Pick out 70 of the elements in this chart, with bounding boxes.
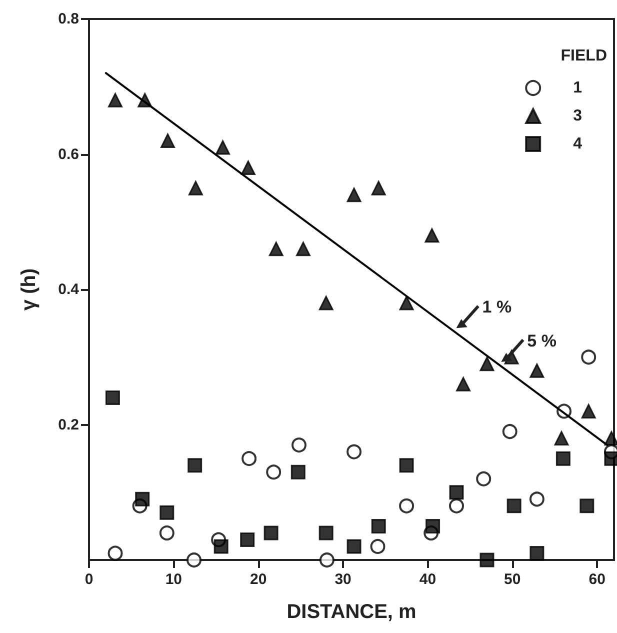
point bbox=[424, 228, 440, 243]
point bbox=[240, 532, 255, 547]
point bbox=[581, 350, 596, 365]
point bbox=[188, 458, 202, 473]
legend-label: 3 bbox=[573, 108, 582, 124]
point bbox=[502, 424, 518, 440]
point bbox=[318, 526, 334, 540]
point bbox=[346, 188, 362, 202]
point bbox=[346, 444, 362, 460]
x-axis-title: DISTANCE, m bbox=[286, 601, 416, 623]
x-tick-label: 40 bbox=[419, 571, 436, 588]
point bbox=[296, 242, 310, 256]
point bbox=[268, 242, 284, 256]
point bbox=[266, 464, 282, 480]
legend-title: FIELD bbox=[560, 48, 607, 64]
annotation: 1 % bbox=[482, 298, 512, 317]
point bbox=[399, 296, 414, 310]
y-tick-label: 0.4 bbox=[58, 281, 80, 298]
point bbox=[292, 438, 306, 453]
point bbox=[480, 356, 494, 372]
point bbox=[371, 180, 386, 196]
point bbox=[456, 376, 471, 392]
point bbox=[160, 505, 174, 520]
y-tick-label: 0.6 bbox=[58, 146, 79, 163]
point bbox=[449, 485, 464, 500]
point bbox=[188, 180, 203, 196]
point bbox=[240, 160, 256, 176]
point bbox=[370, 538, 386, 554]
point bbox=[216, 140, 230, 155]
x-tick-label: 0 bbox=[84, 571, 94, 588]
point bbox=[556, 451, 570, 466]
point bbox=[186, 552, 202, 568]
point bbox=[581, 404, 596, 418]
point bbox=[506, 498, 522, 514]
x-tick-label: 60 bbox=[588, 571, 606, 588]
point bbox=[399, 498, 414, 514]
point bbox=[214, 539, 228, 554]
point bbox=[242, 451, 257, 466]
point bbox=[290, 464, 306, 480]
x-tick-label: 30 bbox=[334, 571, 352, 588]
point bbox=[530, 546, 544, 560]
point bbox=[318, 296, 334, 310]
point bbox=[159, 525, 174, 540]
point bbox=[426, 518, 440, 534]
point bbox=[264, 526, 278, 540]
y-axis-title: γ (h) bbox=[18, 268, 40, 311]
point bbox=[160, 133, 175, 148]
point bbox=[449, 498, 464, 514]
x-tick-label: 50 bbox=[504, 571, 521, 588]
x-tick-label: 20 bbox=[250, 571, 267, 588]
point bbox=[135, 492, 150, 506]
point bbox=[319, 552, 334, 568]
point bbox=[105, 390, 120, 405]
point bbox=[371, 518, 386, 534]
point bbox=[529, 492, 544, 507]
annotation: 5 % bbox=[527, 331, 556, 350]
y-tick-label: 0.8 bbox=[58, 10, 79, 28]
point bbox=[399, 458, 414, 473]
point bbox=[480, 552, 494, 568]
legend-label: 1 bbox=[573, 80, 582, 96]
point bbox=[476, 471, 492, 486]
point bbox=[346, 539, 362, 554]
point bbox=[108, 92, 122, 108]
point bbox=[530, 363, 544, 378]
point bbox=[108, 546, 123, 561]
point bbox=[580, 498, 594, 514]
point bbox=[554, 431, 569, 446]
legend-label: 4 bbox=[573, 136, 582, 152]
y-tick-label: 0.2 bbox=[58, 416, 79, 434]
x-tick-label: 10 bbox=[165, 571, 182, 588]
